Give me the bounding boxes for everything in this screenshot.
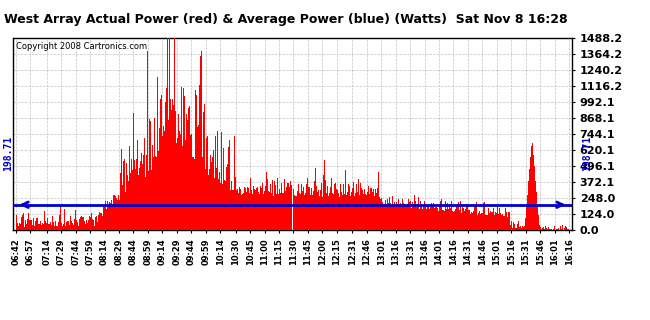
Text: Copyright 2008 Cartronics.com: Copyright 2008 Cartronics.com bbox=[16, 42, 147, 51]
Text: West Array Actual Power (red) & Average Power (blue) (Watts)  Sat Nov 8 16:28: West Array Actual Power (red) & Average … bbox=[4, 13, 568, 26]
Text: 198.71: 198.71 bbox=[3, 136, 13, 171]
Text: 198.71: 198.71 bbox=[582, 136, 592, 171]
